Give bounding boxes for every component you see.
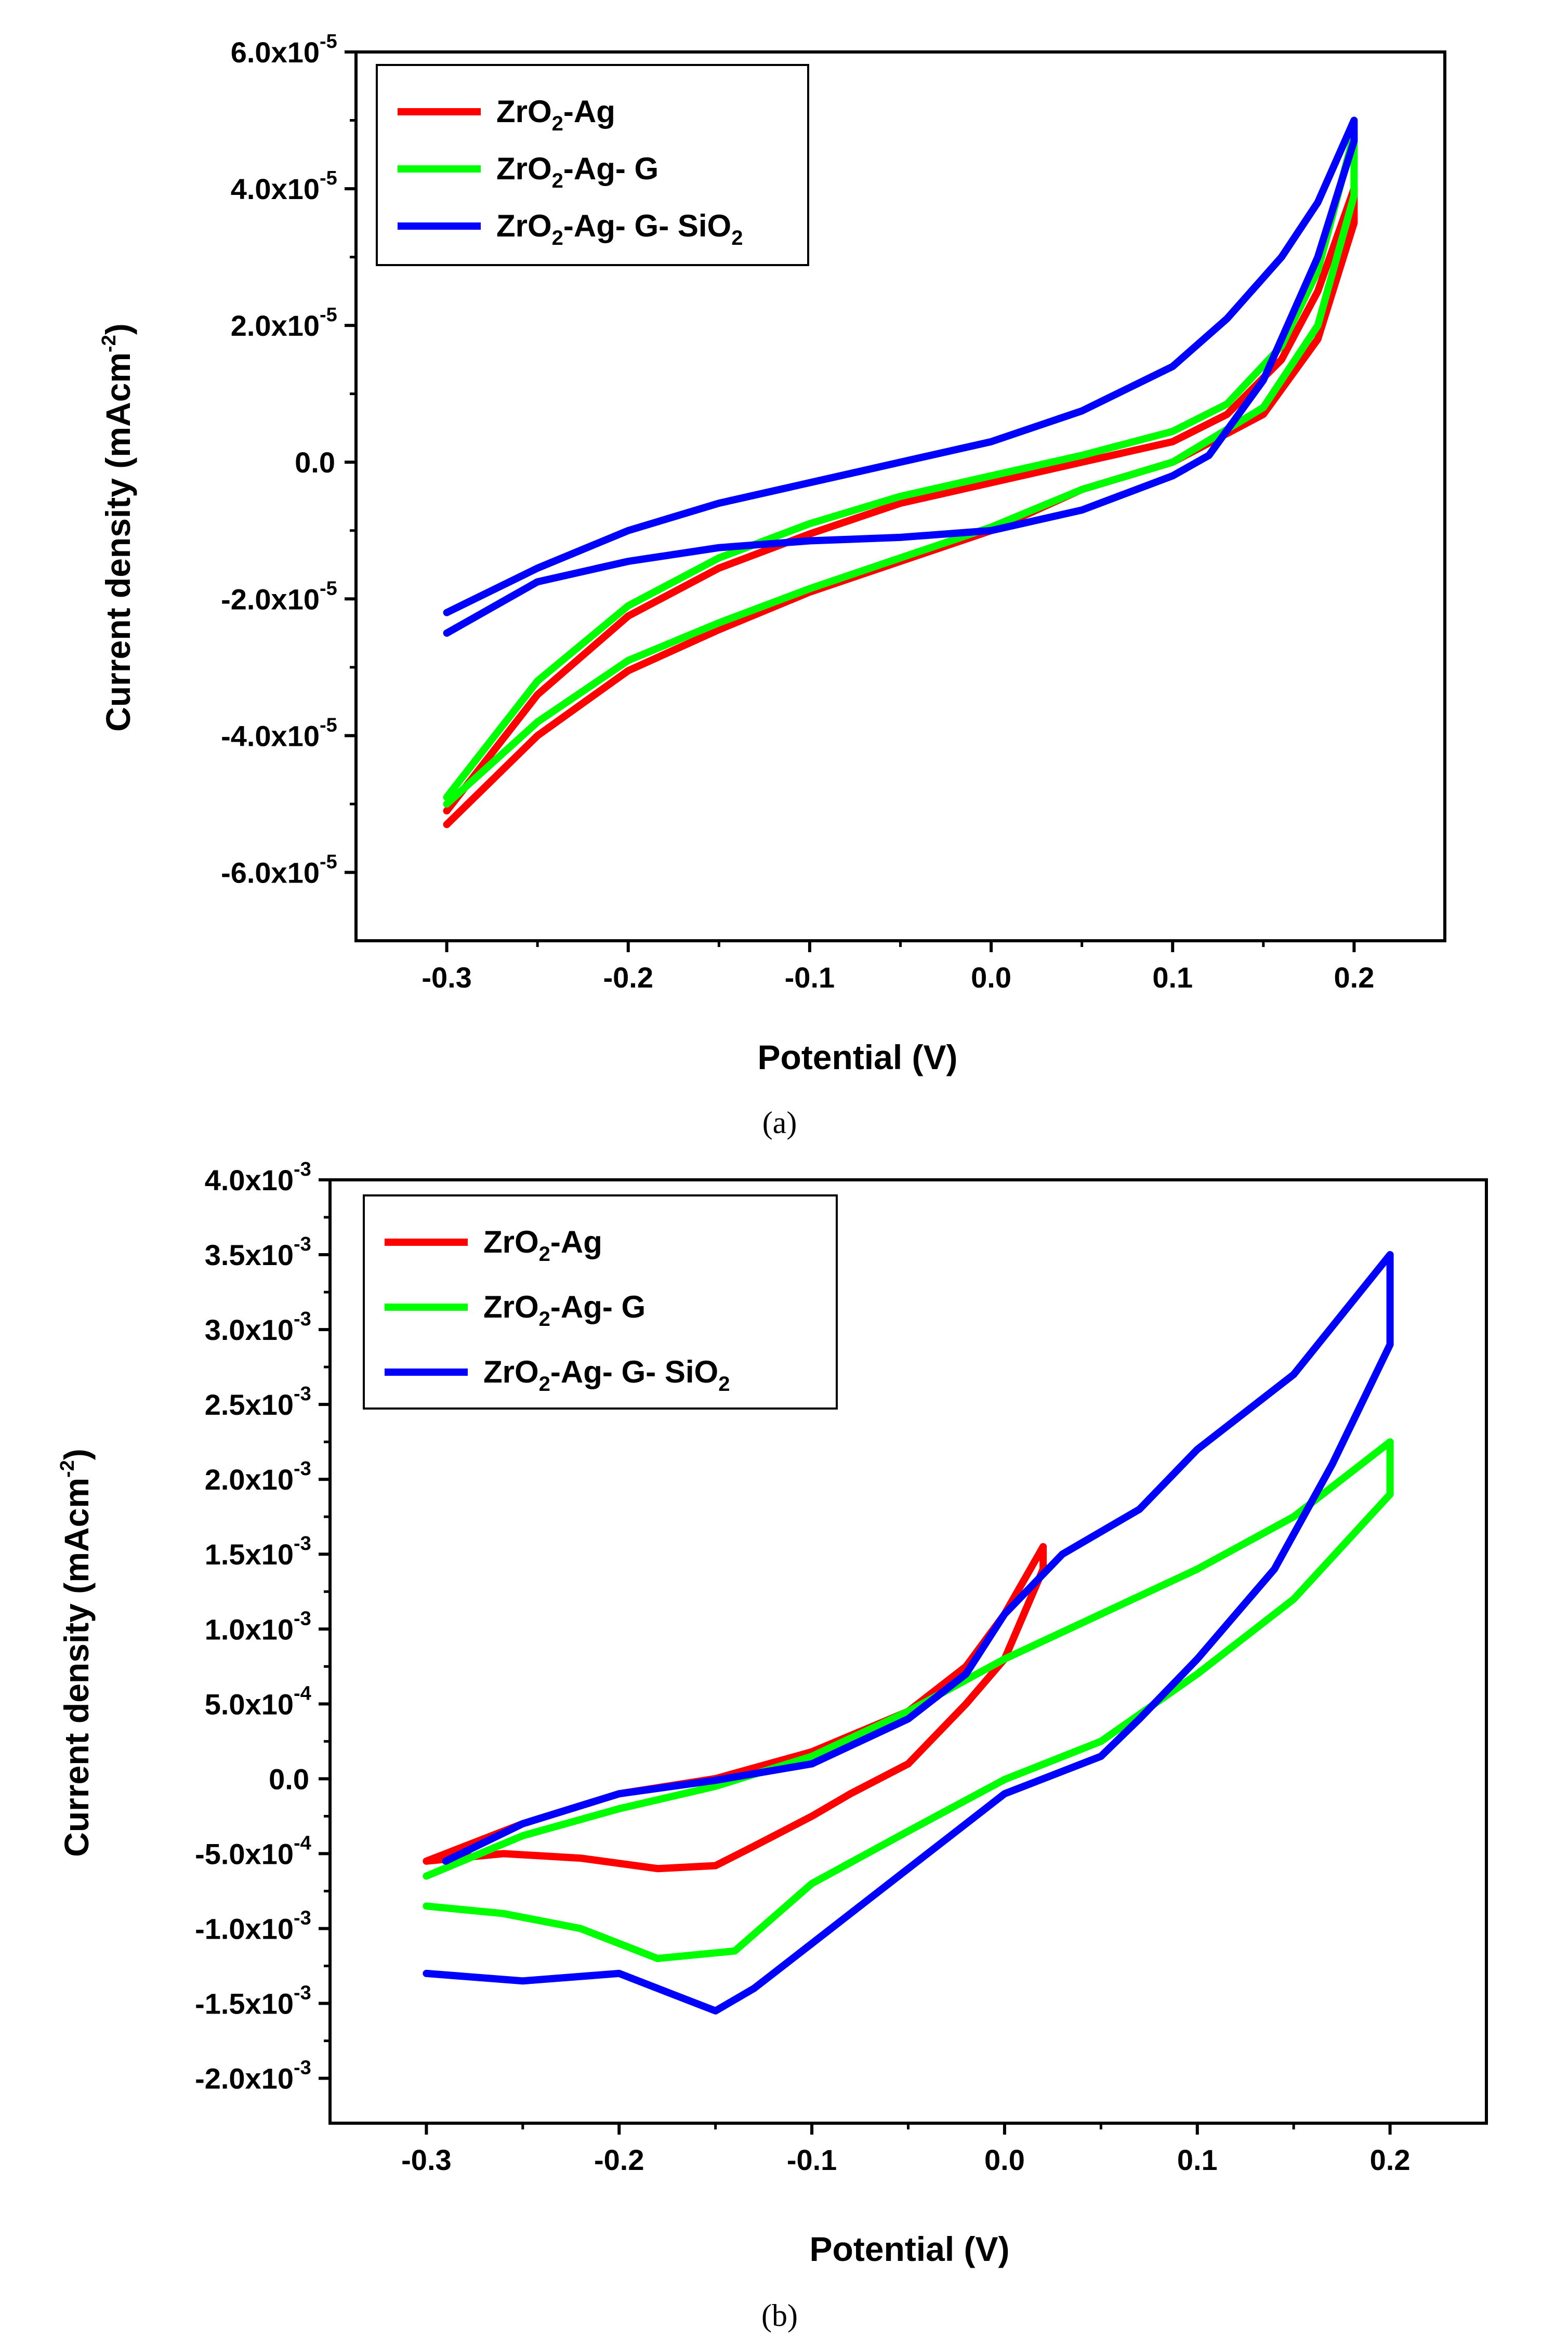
x-tick-label: 0.2 — [1334, 961, 1374, 994]
y-tick-exponent: -3 — [294, 1159, 311, 1180]
x-tick-label: -0.1 — [787, 2143, 837, 2176]
series-line-3 — [443, 116, 1358, 637]
series-layer — [423, 1251, 1394, 2015]
y-tick-label: -2.0x10 — [221, 583, 320, 615]
chart-panel-a: -0.3 -0.2 -0.1 0.0 0.1 0.26.0x10 -54.0x10 -52.0… — [98, 31, 1446, 1140]
x-tick-label: 0.0 — [971, 961, 1011, 994]
x-axis-title: Potential (V) — [809, 2230, 1009, 2268]
x-axis-title: Potential (V) — [757, 1038, 957, 1076]
y-tick-label: 3.0x10 — [205, 1313, 294, 1346]
y-tick-label: -1.0x10 — [195, 1912, 294, 1945]
y-tick-label: 1.5x10 — [205, 1538, 294, 1571]
y-tick-exponent: -5 — [320, 31, 337, 52]
x-tick-label: -0.3 — [421, 961, 472, 994]
y-axis-title: Current density (mAcm-2) — [57, 1449, 96, 1857]
y-tick-label: 0.0 — [269, 1762, 309, 1795]
series-line-1 — [443, 185, 1358, 828]
legend-label: ZrO2-Ag- G- SiO2 — [483, 1354, 730, 1396]
y-tick-exponent: -3 — [294, 1533, 311, 1555]
y-tick-exponent: -4 — [294, 1682, 311, 1704]
y-tick-label: 2.0x10 — [205, 1463, 294, 1496]
y-tick-label: 1.0x10 — [205, 1613, 294, 1646]
y-tick-exponent: -3 — [294, 1383, 311, 1405]
y-tick-exponent: -3 — [294, 1458, 311, 1480]
chart-panel-b: -0.3 -0.2 -0.1 0.0 0.1 0.24.0x10 -33.5x10 -33.0… — [57, 1159, 1488, 2333]
y-tick-label: 2.0x10 — [231, 309, 320, 342]
y-tick-label: -6.0x10 — [221, 856, 320, 889]
x-tick-label: 0.0 — [984, 2143, 1025, 2176]
series-layer — [443, 116, 1358, 828]
y-tick-label: 4.0x10 — [231, 173, 320, 205]
legend-label: ZrO2-Ag- G — [496, 151, 658, 192]
y-tick-exponent: -5 — [320, 851, 337, 873]
y-tick-label: -2.0x10 — [195, 2062, 294, 2095]
y-tick-label: -4.0x10 — [221, 719, 320, 752]
y-tick-exponent: -5 — [320, 714, 337, 736]
legend-label: ZrO2-Ag — [483, 1225, 602, 1266]
x-tick-label: -0.1 — [785, 961, 835, 994]
y-tick-exponent: -5 — [320, 167, 337, 189]
panel-caption-a: (a) — [762, 1106, 797, 1140]
legend: ZrO2-Ag ZrO2-Ag- G ZrO2-Ag- G- SiO2 — [376, 64, 809, 266]
y-tick-exponent: -3 — [294, 1308, 311, 1330]
y-tick-exponent: -5 — [320, 577, 337, 599]
y-tick-exponent: -3 — [294, 1233, 311, 1255]
y-tick-label: 6.0x10 — [231, 36, 320, 69]
y-tick-exponent: -5 — [320, 304, 337, 326]
y-tick-exponent: -3 — [294, 1907, 311, 1929]
series-line-2 — [423, 1438, 1394, 1963]
legend-label: ZrO2-Ag- G — [483, 1290, 645, 1331]
panel-caption-b: (b) — [761, 2298, 798, 2333]
y-tick-label: 5.0x10 — [205, 1688, 294, 1720]
y-tick-label: -1.5x10 — [195, 1988, 294, 2020]
x-tick-label: -0.3 — [401, 2143, 452, 2176]
legend: ZrO2-Ag ZrO2-Ag- G ZrO2-Ag- G- SiO2 — [363, 1194, 838, 1410]
x-tick-label: 0.1 — [1177, 2143, 1218, 2176]
tick-layer: -0.3 -0.2 -0.1 0.0 0.1 0.24.0x10 -33.5x10 -33.0… — [195, 1159, 1410, 2176]
legend-box — [376, 64, 809, 266]
y-tick-label: 4.0x10 — [205, 1164, 294, 1196]
y-tick-label: 3.5x10 — [205, 1239, 294, 1271]
x-tick-label: -0.2 — [603, 961, 654, 994]
x-tick-label: 0.2 — [1370, 2143, 1411, 2176]
y-tick-exponent: -3 — [294, 1608, 311, 1629]
series-line-1 — [423, 1543, 1047, 1873]
legend-label: ZrO2-Ag- G- SiO2 — [496, 208, 743, 249]
y-tick-exponent: -3 — [294, 2057, 311, 2079]
y-tick-exponent: -3 — [294, 1982, 311, 2004]
y-tick-exponent: -4 — [294, 1832, 311, 1854]
y-tick-label: -5.0x10 — [195, 1837, 294, 1870]
x-tick-label: 0.1 — [1152, 961, 1193, 994]
y-tick-label: 0.0 — [295, 446, 335, 479]
legend-label: ZrO2-Ag — [496, 94, 615, 135]
tick-layer: -0.3 -0.2 -0.1 0.0 0.1 0.26.0x10 -54.0x10 -52.0… — [221, 31, 1374, 994]
series-line-3 — [423, 1251, 1394, 2015]
x-tick-label: -0.2 — [594, 2143, 644, 2176]
y-axis-title: Current density (mAcm-2) — [98, 323, 137, 732]
y-tick-label: 2.5x10 — [205, 1388, 294, 1421]
